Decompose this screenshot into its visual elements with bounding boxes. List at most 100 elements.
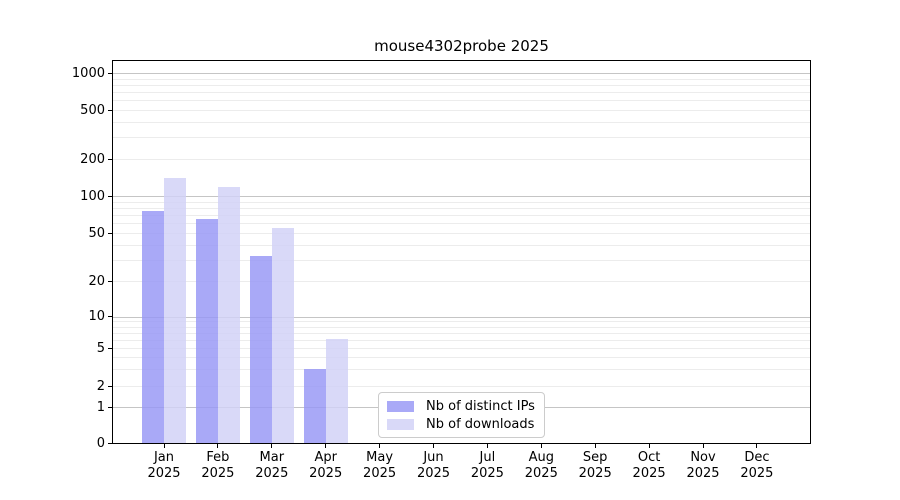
legend-item-downloads: Nb of downloads (387, 415, 536, 433)
x-tick-mark (594, 444, 596, 448)
gridline-minor (113, 348, 810, 349)
gridline-minor (113, 215, 810, 217)
x-tick-mark (163, 444, 165, 448)
x-tick-label-line: 2025 (686, 466, 720, 481)
y-tick-label: 200 (80, 151, 105, 167)
x-tick-label-line: Oct (637, 450, 661, 465)
y-tick-label: 5 (96, 340, 105, 356)
x-tick-mark (540, 444, 542, 448)
gridline-minor (113, 369, 810, 371)
gridline-minor (113, 201, 810, 203)
gridline-minor (113, 207, 810, 209)
bar-distinct-ips-mar (249, 255, 272, 443)
gridline-minor (113, 121, 810, 123)
y-tick-mark (108, 316, 113, 317)
legend-swatch-downloads (387, 418, 414, 430)
x-tick-label-jan: Jan 2025 (134, 450, 194, 482)
gridline-minor (113, 281, 810, 282)
gridline-minor (113, 339, 810, 341)
x-tick-label-feb: Feb 2025 (188, 450, 248, 482)
x-tick-mark (271, 444, 273, 448)
y-tick-mark (108, 385, 113, 387)
y-tick-label: 1 (96, 399, 105, 415)
legend-label-downloads: Nb of downloads (426, 416, 535, 432)
bar-distinct-ips-apr (303, 368, 326, 443)
y-tick-label: 100 (80, 188, 105, 204)
y-tick-mark (108, 158, 113, 160)
gridline-minor (113, 78, 810, 80)
x-tick-label-line: Dec (744, 450, 770, 465)
x-tick-mark (486, 444, 488, 448)
y-tick-mark (108, 406, 113, 408)
y-tick-mark (108, 195, 113, 197)
gridline-minor (113, 244, 810, 246)
x-tick-label-line: 2025 (309, 466, 343, 481)
x-tick-label-line: 2025 (147, 466, 181, 481)
gridline-minor (113, 92, 810, 94)
x-tick-label-line: 2025 (632, 466, 666, 481)
legend-label-distinct-ips: Nb of distinct IPs (426, 398, 535, 414)
gridline-minor (113, 159, 810, 160)
x-tick-label-line: 2025 (470, 466, 504, 481)
gridline-minor (113, 137, 810, 139)
y-tick-label: 1000 (71, 65, 105, 81)
x-tick-label-line: 2025 (255, 466, 289, 481)
x-tick-label-line: May (366, 450, 394, 465)
x-tick-label-line: 2025 (740, 466, 774, 481)
x-tick-label-may: May 2025 (350, 450, 410, 482)
x-tick-label-line: Nov (690, 450, 716, 465)
y-tick-label: 10 (88, 309, 105, 324)
bar-distinct-ips-feb (195, 218, 218, 443)
bar-downloads-mar (271, 228, 294, 443)
x-tick-label-aug: Aug 2025 (511, 450, 571, 482)
x-tick-label-line: Aug (528, 450, 554, 465)
gridline-minor (113, 223, 810, 225)
y-tick-mark (108, 72, 113, 74)
gridline-minor (113, 100, 810, 102)
x-tick-label-line: 2025 (363, 466, 397, 481)
y-tick-mark (108, 443, 113, 444)
x-tick-mark (648, 444, 650, 448)
x-tick-label-line: Jan (153, 450, 175, 465)
x-tick-label-line: 2025 (578, 466, 612, 481)
x-tick-label-line: Sep (582, 450, 608, 465)
x-tick-mark (325, 444, 327, 448)
y-tick-label: 20 (88, 273, 105, 289)
legend: Nb of distinct IPs Nb of downloads (378, 392, 545, 438)
gridline-major (113, 196, 810, 197)
bar-downloads-feb (217, 186, 240, 443)
gridline-major (113, 73, 810, 74)
legend-swatch-distinct-ips (387, 400, 414, 412)
x-tick-label-oct: Oct 2025 (619, 450, 679, 482)
x-tick-mark (433, 444, 434, 448)
gridline-minor (113, 84, 810, 86)
y-tick-label: 0 (96, 436, 105, 451)
gridline-minor (113, 326, 810, 328)
gridline-minor (113, 386, 810, 387)
x-tick-mark (379, 444, 381, 448)
gridline-major (113, 316, 810, 318)
bar-distinct-ips-jan (142, 210, 164, 443)
gridline-minor (113, 321, 810, 323)
y-tick-mark (108, 347, 113, 349)
x-tick-label-jul: Jul 2025 (457, 450, 517, 482)
gridline-minor (113, 110, 810, 111)
y-tick-mark (108, 232, 113, 234)
x-tick-mark (702, 444, 704, 448)
y-tick-label: 500 (80, 102, 105, 118)
y-tick-mark (108, 280, 113, 282)
x-tick-mark (756, 444, 758, 448)
bar-downloads-jan (164, 178, 186, 443)
gridline-minor (113, 233, 810, 234)
x-tick-label-apr: Apr 2025 (296, 450, 356, 482)
x-tick-label-line: 2025 (201, 466, 235, 481)
y-tick-label: 2 (96, 378, 105, 394)
gridline-minor (113, 332, 810, 334)
chart-title: mouse4302probe 2025 (374, 37, 549, 55)
bar-downloads-apr (325, 339, 348, 443)
x-tick-label-line: 2025 (524, 466, 558, 481)
x-tick-label-sep: Sep 2025 (565, 450, 625, 482)
x-tick-label-line: Jun (423, 450, 444, 465)
x-tick-label-jun: Jun 2025 (404, 450, 464, 482)
